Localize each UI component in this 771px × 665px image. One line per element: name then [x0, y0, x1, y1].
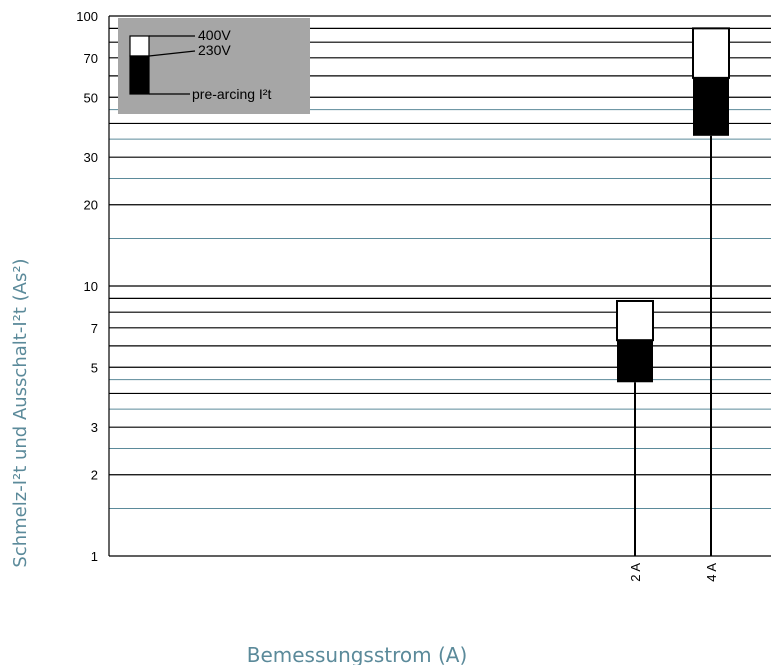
y-tick-labels: 1 2 3 5 7 10 20 30 50 70 100: [76, 9, 98, 564]
y-tick-label: 10: [84, 279, 98, 294]
x-tick-label: 4 A: [704, 563, 719, 582]
x-axis-label: Bemessungsstrom (A): [247, 643, 468, 665]
y-tick-label: 50: [84, 90, 98, 105]
bar-segment-230v: [693, 77, 729, 136]
bar-segment-400v: [692, 27, 730, 79]
grid: [108, 15, 771, 557]
legend-label-400v: 400V: [198, 27, 231, 43]
bar-segment-400v: [616, 299, 654, 342]
bar-segment-230v: [617, 340, 653, 383]
y-tick-label: 70: [84, 51, 98, 66]
legend-label-prearcing: pre-arcing I²t: [192, 86, 271, 102]
legend-background: [118, 18, 310, 114]
legend-swatch-400v: [129, 35, 150, 57]
y-tick-label: 7: [91, 321, 98, 336]
legend-label-230v: 230V: [198, 42, 231, 58]
legend: 400V 230V pre-arcing I²t: [118, 18, 310, 114]
legend-swatch-230v: [129, 55, 150, 95]
y-axis-label: Schmelz-I²t und Ausschalt-I²t (As²): [10, 258, 31, 567]
bars: [616, 27, 730, 556]
x-tick-label: 2 A: [628, 563, 643, 582]
y-tick-label: 5: [91, 360, 98, 375]
y-tick-label: 1: [91, 549, 98, 564]
y-tick-label: 3: [91, 420, 98, 435]
legend-leader-230v: [148, 50, 196, 57]
y-tick-label: 30: [84, 150, 98, 165]
y-tick-label: 2: [91, 468, 98, 483]
y-tick-label: 100: [76, 9, 98, 24]
y-tick-label: 20: [84, 198, 98, 213]
x-tick-labels: 2 A 4 A: [628, 563, 719, 582]
